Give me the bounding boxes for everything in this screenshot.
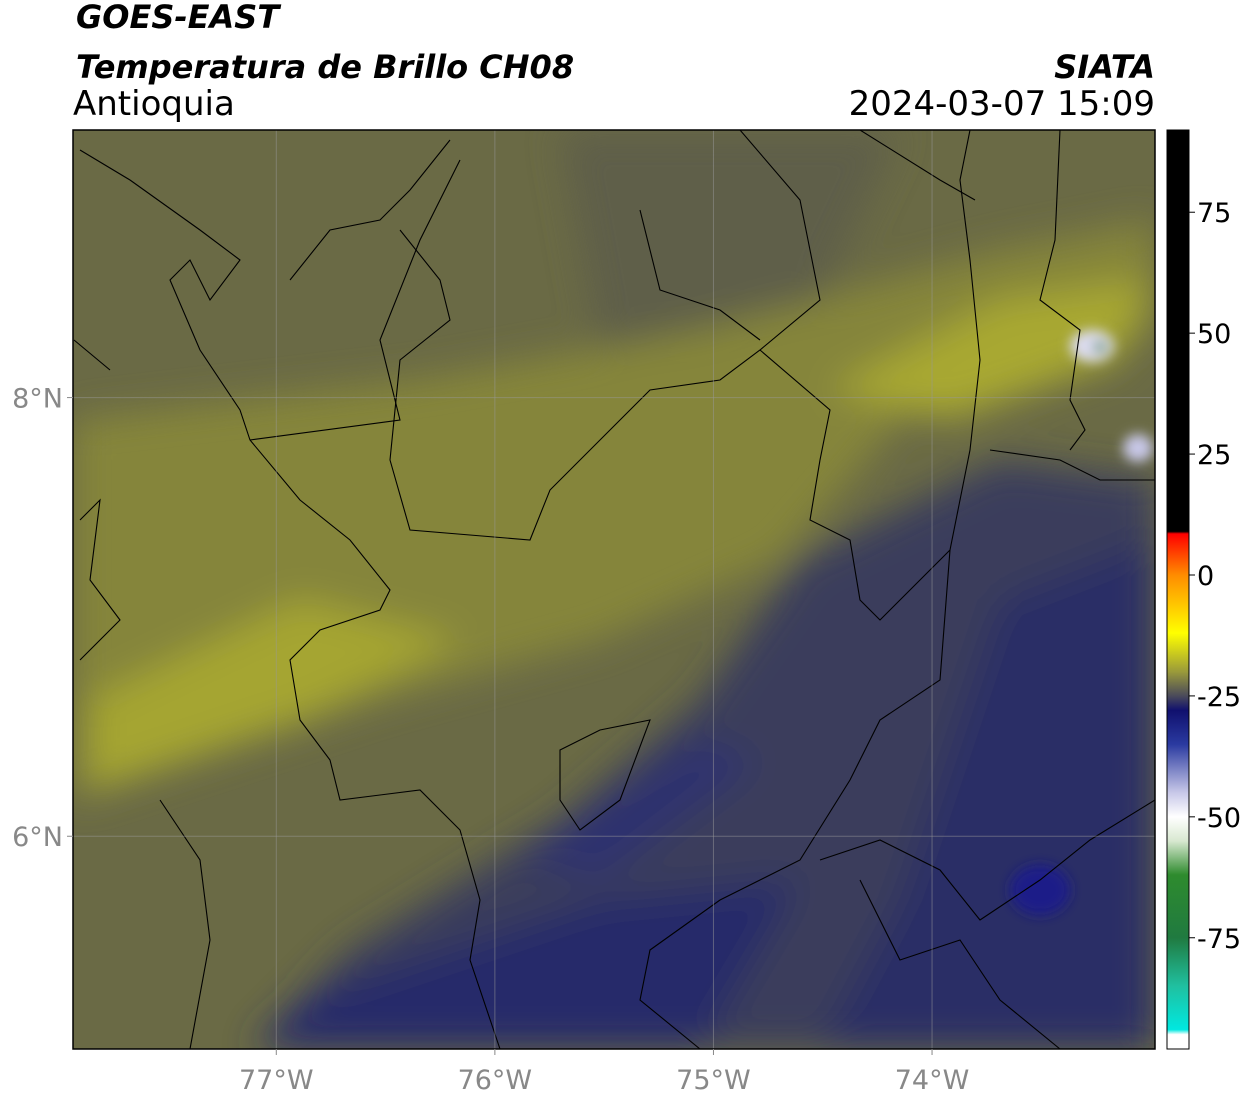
colorbar-tick-label: 25: [1197, 440, 1231, 471]
lat-tick-label: 6°N: [12, 822, 63, 853]
region: Antioquia: [73, 84, 235, 124]
colorbar-tick-label: 50: [1197, 319, 1231, 350]
lon-tick-label: 77°W: [239, 1065, 314, 1096]
colorbar-tick-label: 0: [1197, 561, 1214, 592]
title: GOES-EAST: [76, 0, 281, 36]
lon-tick-label: 76°W: [458, 1065, 533, 1096]
subtitle: Temperatura de Brillo CH08: [76, 48, 574, 86]
colorbar-tick-label: 75: [1197, 198, 1231, 229]
boundaries: [73, 130, 1155, 1049]
lon-tick-label: 75°W: [676, 1065, 751, 1096]
lat-tick-label: 8°N: [12, 384, 63, 415]
map-frame: [72, 129, 1156, 1050]
colorbar: [1166, 129, 1190, 1050]
datetime: 2024-03-07 15:09: [849, 84, 1155, 124]
colorbar-tick-label: -25: [1197, 682, 1241, 713]
lon-tick-label: 74°W: [895, 1065, 970, 1096]
satellite-image: [73, 130, 1155, 1049]
colorbar-tick-label: -75: [1197, 924, 1241, 955]
source: SIATA: [1054, 48, 1155, 86]
colorbar-tick-label: -50: [1197, 803, 1241, 834]
